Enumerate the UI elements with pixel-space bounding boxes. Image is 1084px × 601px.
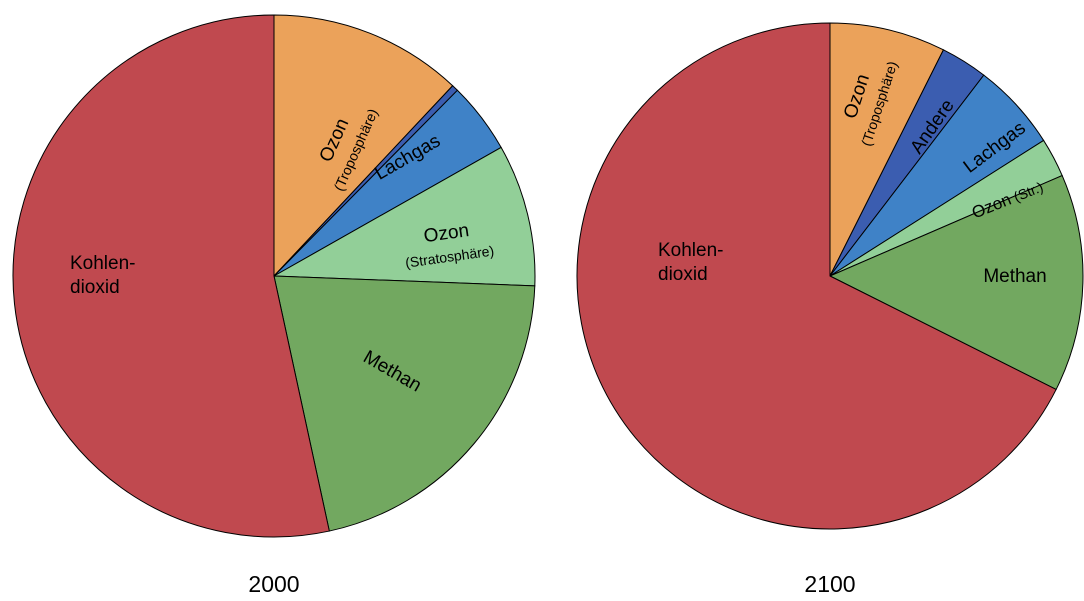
pie-slice (829, 22, 945, 277)
chart-title: 2000 (248, 571, 299, 597)
chart-title: 2100 (804, 571, 855, 597)
slice-label: Methan (983, 266, 1046, 287)
slice-label-text: Kohlen- (658, 240, 724, 261)
pie-slice (272, 146, 536, 287)
pie-slice (12, 14, 330, 538)
pie-slice (273, 14, 454, 278)
slice-label: Kohlen-dioxid (70, 253, 136, 298)
slice-label-text: dioxid (70, 277, 120, 298)
pie-slice (576, 22, 1057, 530)
slice-label-text: Methan (983, 266, 1046, 287)
pie-slice (828, 174, 1084, 391)
slice-label-text: Kohlen- (70, 253, 136, 274)
pie-slice (273, 275, 536, 532)
slice-label-text: dioxid (658, 264, 708, 285)
slice-label: Kohlen-dioxid (658, 240, 724, 285)
